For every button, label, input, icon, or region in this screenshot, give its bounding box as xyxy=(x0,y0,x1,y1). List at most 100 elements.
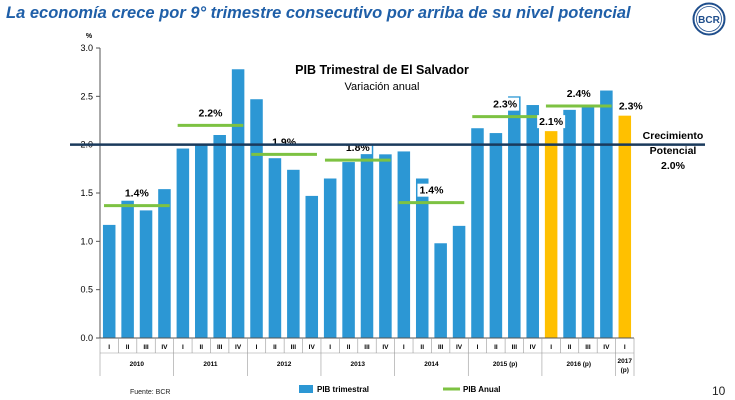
bar xyxy=(305,195,319,338)
quarter-label: IV xyxy=(235,344,242,351)
quarter-label: II xyxy=(199,344,203,351)
quarter-label: I xyxy=(256,344,258,351)
bar-value-label: 2.3% xyxy=(619,101,644,113)
legend-label-line: PIB Anual xyxy=(463,385,500,394)
quarter-label: IV xyxy=(456,344,463,351)
quarter-label: II xyxy=(347,344,351,351)
bar xyxy=(489,133,503,338)
y-tick-label: 1.5 xyxy=(80,188,93,198)
bar xyxy=(139,210,153,338)
quarter-label: IV xyxy=(161,344,168,351)
quarter-label: IV xyxy=(309,344,316,351)
quarter-label: IV xyxy=(603,344,610,351)
bar-value-label: 2.1% xyxy=(539,116,564,128)
year-label: 2010 xyxy=(130,361,145,368)
quarter-label: I xyxy=(329,344,331,351)
bar xyxy=(323,178,337,338)
bar xyxy=(508,96,521,338)
bars xyxy=(102,69,632,339)
annual-label-bg xyxy=(491,97,520,111)
annual-growth-label: 1.4% xyxy=(419,185,444,197)
bar xyxy=(195,144,208,338)
bar xyxy=(563,109,576,338)
quarter-label: III xyxy=(143,344,149,351)
bar xyxy=(415,178,429,338)
bcr-logo: BCR xyxy=(692,2,726,36)
bar xyxy=(176,148,190,338)
bar-label-bg xyxy=(616,99,645,113)
year-label: (p) xyxy=(621,367,629,374)
quarter-label: III xyxy=(438,344,444,351)
annual-label-bg xyxy=(196,106,225,120)
year-label: 2017 xyxy=(618,358,633,365)
quarter-label: IV xyxy=(382,344,389,351)
potential-growth-label: 2.0% xyxy=(661,160,686,172)
quarter-label: II xyxy=(494,344,498,351)
bar xyxy=(544,131,558,338)
bar xyxy=(526,105,539,339)
y-tick-label: 3.0 xyxy=(80,43,93,53)
annual-label-bg xyxy=(417,183,446,197)
page-number: 10 xyxy=(712,384,726,398)
quarter-label: II xyxy=(568,344,572,351)
year-label: 2011 xyxy=(203,361,217,368)
bar xyxy=(121,200,134,338)
bar xyxy=(287,169,300,338)
y-tick-label: 0.0 xyxy=(80,333,93,343)
bar xyxy=(379,154,392,338)
axes: 0.00.51.01.52.02.53.0 xyxy=(80,43,101,343)
bar xyxy=(452,225,466,338)
quarter-label: II xyxy=(273,344,277,351)
bar xyxy=(471,128,484,338)
quarter-label: III xyxy=(512,344,518,351)
bar-label-bg xyxy=(537,115,566,129)
annual-growth-label: 2.2% xyxy=(199,107,224,119)
y-tick-label: 2.5 xyxy=(80,91,93,101)
bar xyxy=(250,99,263,338)
legend: PIB trimestral PIB Anual xyxy=(299,385,500,394)
annual-growth-label: 1.9% xyxy=(272,136,297,148)
bar xyxy=(581,106,595,338)
legend-label-bars: PIB trimestral xyxy=(317,385,369,394)
quarter-label: I xyxy=(550,344,552,351)
quarter-label: I xyxy=(108,344,110,351)
quarter-label: I xyxy=(477,344,479,351)
year-label: 2015 (p) xyxy=(493,361,518,368)
bar xyxy=(434,243,447,338)
quarter-label: IV xyxy=(530,344,537,351)
annual-growth-label: 2.3% xyxy=(493,99,518,111)
annual-label-bg xyxy=(122,186,151,200)
bar xyxy=(397,151,411,338)
year-label: 2016 (p) xyxy=(566,361,591,368)
year-label: 2013 xyxy=(351,361,366,368)
annual-growth-label: 1.4% xyxy=(125,188,150,200)
bar xyxy=(618,115,632,339)
quarter-label: II xyxy=(126,344,130,351)
x-axis: I II III IV I II III IV I II III IV I II III IV I II III IV… xyxy=(99,337,635,376)
legend-swatch-bars xyxy=(299,385,313,393)
slide-title: La economía crece por 9° trimestre conse… xyxy=(6,4,631,22)
quarter-label: III xyxy=(217,344,223,351)
logo-text: BCR xyxy=(698,15,720,26)
bar xyxy=(360,144,374,338)
chart-title: PIB Trimestral de El Salvador xyxy=(295,63,469,77)
quarter-label: III xyxy=(585,344,591,351)
year-label: 2012 xyxy=(277,361,292,368)
potential-growth-label: Crecimiento xyxy=(643,130,704,142)
annual-label-bg xyxy=(564,87,593,100)
potential-line-group: Crecimiento Potencial 2.0% xyxy=(70,130,705,172)
y-tick-label: 1.0 xyxy=(80,236,93,246)
source-note: Fuente: BCR xyxy=(130,389,171,396)
quarter-label: III xyxy=(364,344,370,351)
year-label: 2014 xyxy=(424,361,439,368)
bar xyxy=(342,162,355,338)
chart-subtitle: Variación anual xyxy=(344,81,419,93)
y-axis-unit: % xyxy=(86,33,93,40)
quarter-label: I xyxy=(403,344,405,351)
bar xyxy=(600,90,613,339)
potential-growth-label: Potencial xyxy=(650,145,697,157)
quarter-label: II xyxy=(420,344,424,351)
quarter-label: III xyxy=(291,344,297,351)
bar xyxy=(268,158,282,338)
